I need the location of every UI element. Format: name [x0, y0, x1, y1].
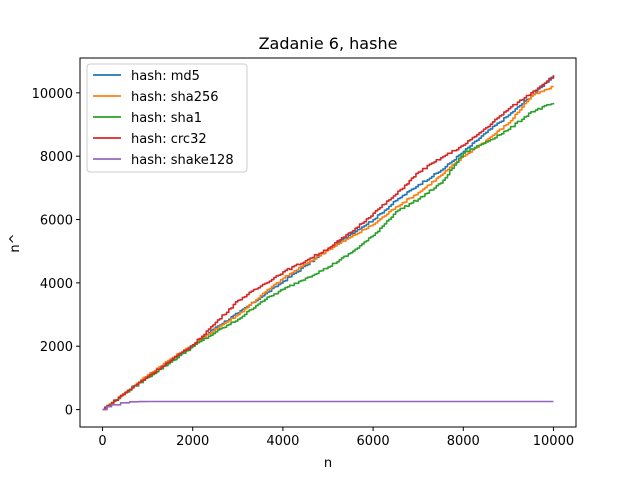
y-axis-label: n^: [8, 233, 23, 252]
y-tick-label: 2000: [40, 340, 73, 355]
legend-frame: [86, 63, 248, 173]
x-tick-label: 8000: [447, 434, 480, 449]
x-tick-label: 6000: [357, 434, 390, 449]
chart-title: Zadanie 6, hashe: [259, 34, 398, 53]
plot-series: [102, 75, 555, 411]
y-tick-label: 0: [65, 404, 73, 419]
legend-entry: hash: md5: [131, 69, 200, 84]
x-tick-label: 10000: [533, 434, 574, 449]
y-tick-label: 8000: [40, 150, 73, 165]
series-line: [102, 75, 555, 411]
x-tick-label: 4000: [266, 434, 299, 449]
legend-entry: hash: sha256: [131, 90, 219, 105]
x-tick-label: 2000: [176, 434, 209, 449]
x-tick-label: 0: [98, 434, 106, 449]
legend-entry: hash: sha1: [131, 111, 202, 126]
series-line: [102, 400, 554, 411]
plot-frame: [79, 57, 577, 428]
legend-entry: hash: shake128: [131, 153, 234, 168]
y-tick-label: 4000: [40, 277, 73, 292]
series-line: [102, 102, 555, 411]
legend: hash: md5 hash: sha256 hash: sha1 hash: crc…: [86, 63, 248, 173]
y-axis: 0 2000 4000 6000 8000 10000: [32, 87, 80, 419]
legend-entry: hash: crc32: [131, 132, 207, 147]
x-axis-label: n: [324, 456, 332, 471]
y-tick-label: 6000: [40, 214, 73, 229]
y-tick-label: 10000: [32, 87, 73, 102]
x-axis: 0 2000 4000 6000 8000 10000: [98, 427, 574, 449]
